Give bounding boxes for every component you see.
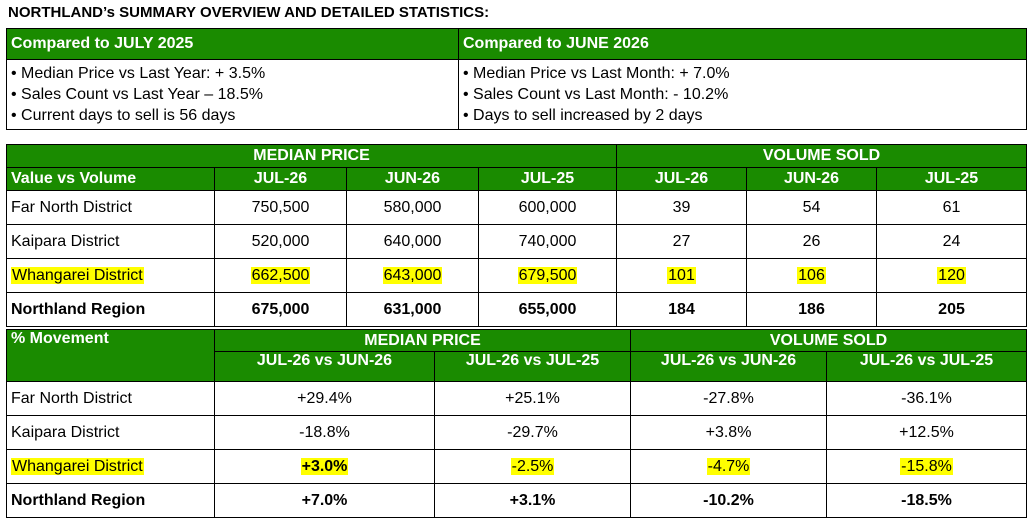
stats-cell: 205: [876, 292, 1028, 327]
page-title: NORTHLAND’s SUMMARY OVERVIEW AND DETAILE…: [8, 4, 490, 21]
highlighted-text: +3.0%: [300, 457, 349, 475]
highlighted-text: 120: [937, 266, 966, 284]
table-row: Kaipara District -18.8% -29.7% +3.8% +12…: [6, 415, 1028, 450]
movement-cell: +25.1%: [433, 381, 632, 416]
movement-cell: -29.7%: [433, 415, 632, 450]
highlighted-text: Whangarei District: [11, 266, 144, 284]
stats-cell: 655,000: [477, 292, 618, 327]
stats-cell: 643,000: [346, 258, 479, 293]
movement-cell: -4.7%: [630, 449, 828, 484]
district-name: Far North District: [6, 381, 215, 416]
district-name: Northland Region: [6, 292, 215, 327]
movement-group-volume-sold: VOLUME SOLD: [630, 329, 1028, 352]
stats-cell: 27: [616, 224, 748, 259]
highlighted-text: -4.7%: [706, 457, 751, 475]
district-name: Kaipara District: [6, 415, 215, 450]
stats-cell: 39: [616, 190, 748, 225]
table-row: Kaipara District 520,000 640,000 740,000…: [6, 224, 1028, 259]
movement-group-median-price: MEDIAN PRICE: [213, 329, 632, 352]
summary-right-item: • Median Price vs Last Month: + 7.0%: [463, 65, 730, 82]
movement-column-header: JUL-26 vs JUL-25: [433, 351, 632, 382]
stats-cell: 631,000: [346, 292, 479, 327]
stats-cell: 120: [876, 258, 1028, 293]
stats-cell: 101: [616, 258, 748, 293]
stats-column-header: JUL-25: [477, 167, 618, 191]
movement-column-header: JUL-26 vs JUN-26: [630, 351, 828, 382]
movement-cell: +3.0%: [214, 449, 435, 484]
table-row: Far North District 750,500 580,000 600,0…: [6, 190, 1028, 225]
movement-cell: -18.8%: [214, 415, 435, 450]
movement-column-header: JUL-26 vs JUN-26: [214, 351, 435, 382]
summary-right-item: • Sales Count vs Last Month: - 10.2%: [463, 86, 729, 103]
stats-column-header: JUL-26: [616, 167, 748, 191]
movement-cell: +12.5%: [826, 415, 1028, 450]
stats-cell: 186: [746, 292, 878, 327]
table-row: Far North District +29.4% +25.1% -27.8% …: [6, 381, 1028, 416]
movement-row-header: % Movement: [6, 329, 215, 382]
highlighted-text: 662,500: [250, 266, 311, 284]
stats-cell: 675,000: [214, 292, 347, 327]
highlighted-text: 643,000: [382, 266, 443, 284]
stats-column-header: JUN-26: [746, 167, 878, 191]
district-name: Whangarei District: [6, 449, 215, 484]
summary-left-list: • Median Price vs Last Year: + 3.5% • Sa…: [6, 59, 459, 130]
summary-right-item: • Days to sell increased by 2 days: [463, 107, 703, 124]
table-row-total: Northland Region +7.0% +3.1% -10.2% -18.…: [6, 483, 1028, 518]
movement-column-header: JUL-26 vs JUL-25: [826, 351, 1028, 382]
stats-row-header: Value vs Volume: [6, 167, 215, 191]
stats-cell: 679,500: [477, 258, 618, 293]
stats-cell: 106: [746, 258, 878, 293]
movement-cell: -15.8%: [826, 449, 1028, 484]
movement-cell: -18.5%: [826, 483, 1028, 518]
summary-table: Compared to JULY 2025 Compared to JUNE 2…: [6, 28, 1027, 130]
stats-group-volume-sold: VOLUME SOLD: [616, 144, 1028, 168]
stats-cell: 580,000: [346, 190, 479, 225]
summary-left-item: • Sales Count vs Last Year – 18.5%: [11, 86, 263, 103]
movement-cell: +29.4%: [214, 381, 435, 416]
summary-left-item: • Current days to sell is 56 days: [11, 107, 236, 124]
stats-cell: 750,500: [214, 190, 347, 225]
summary-left-header: Compared to JULY 2025: [6, 28, 459, 60]
movement-cell: +3.1%: [433, 483, 632, 518]
movement-cell: +7.0%: [214, 483, 435, 518]
summary-right-header: Compared to JUNE 2026: [458, 28, 1027, 60]
stats-column-header: JUL-25: [876, 167, 1028, 191]
movement-cell: -36.1%: [826, 381, 1028, 416]
stats-cell: 640,000: [346, 224, 479, 259]
movement-cell: -10.2%: [630, 483, 828, 518]
highlighted-text: -15.8%: [900, 457, 953, 475]
stats-cell: 54: [746, 190, 878, 225]
highlighted-text: 101: [667, 266, 696, 284]
highlighted-text: 679,500: [517, 266, 578, 284]
stats-cell: 520,000: [214, 224, 347, 259]
stats-cell: 662,500: [214, 258, 347, 293]
district-name: Far North District: [6, 190, 215, 225]
stats-cell: 600,000: [477, 190, 618, 225]
stats-cell: 26: [746, 224, 878, 259]
district-name: Kaipara District: [6, 224, 215, 259]
movement-table: % Movement MEDIAN PRICE VOLUME SOLD JUL-…: [6, 329, 1028, 518]
highlighted-text: Whangarei District: [11, 457, 144, 475]
stats-cell: 184: [616, 292, 748, 327]
highlighted-text: 106: [797, 266, 826, 284]
table-row: Whangarei District 662,500 643,000 679,5…: [6, 258, 1028, 293]
district-name: Northland Region: [6, 483, 215, 518]
table-row: Whangarei District +3.0% -2.5% -4.7% -15…: [6, 449, 1028, 484]
stats-cell: 24: [876, 224, 1028, 259]
summary-left-item: • Median Price vs Last Year: + 3.5%: [11, 65, 266, 82]
movement-cell: +3.8%: [630, 415, 828, 450]
table-row-total: Northland Region 675,000 631,000 655,000…: [6, 292, 1028, 327]
stats-group-median-price: MEDIAN PRICE: [5, 144, 618, 168]
movement-cell: -27.8%: [630, 381, 828, 416]
stats-column-header: JUL-26: [214, 167, 347, 191]
stats-column-header: JUN-26: [346, 167, 479, 191]
stats-cell: 61: [876, 190, 1028, 225]
stats-table: MEDIAN PRICE VOLUME SOLD Value vs Volume…: [5, 144, 1028, 327]
highlighted-text: -2.5%: [510, 457, 555, 475]
district-name: Whangarei District: [6, 258, 215, 293]
stats-cell: 740,000: [477, 224, 618, 259]
summary-right-list: • Median Price vs Last Month: + 7.0% • S…: [458, 59, 1027, 130]
movement-cell: -2.5%: [433, 449, 632, 484]
